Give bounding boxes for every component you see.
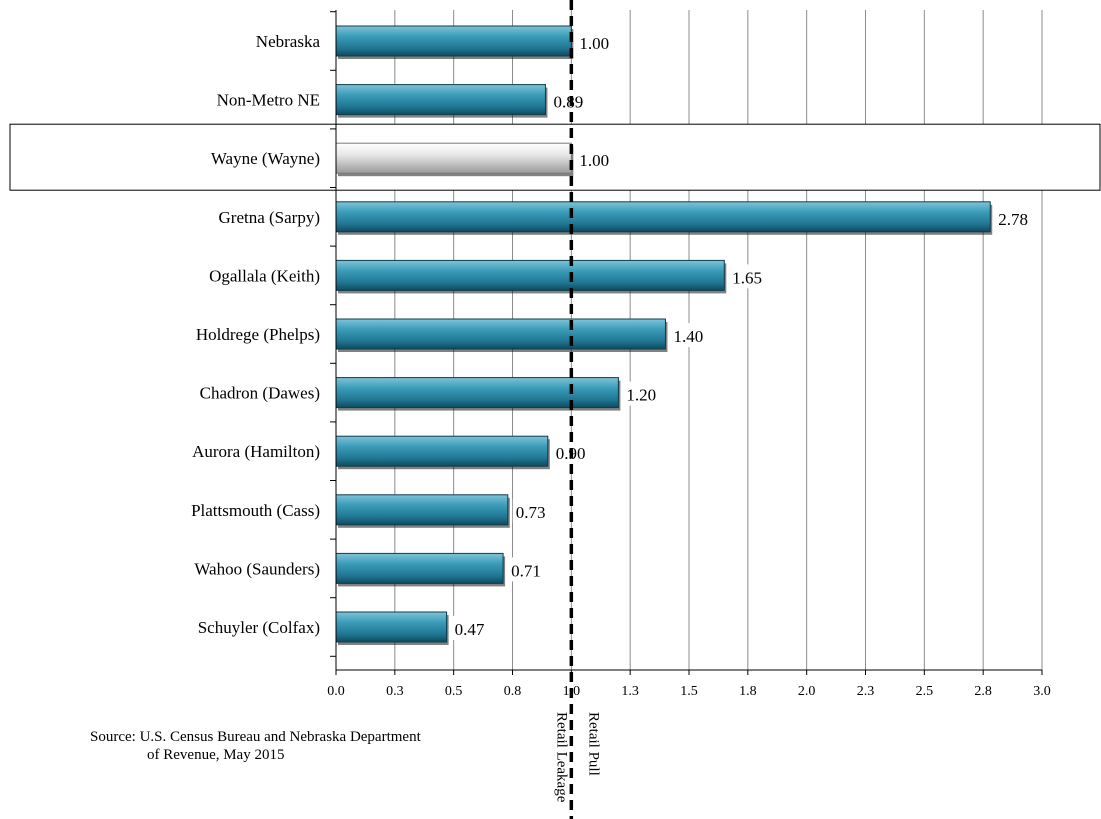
category-label: Holdrege (Phelps) xyxy=(196,325,320,344)
bar-non-metro-ne xyxy=(335,84,546,116)
category-label: Schuyler (Colfax) xyxy=(198,618,320,637)
category-label: Wahoo (Saunders) xyxy=(194,559,320,578)
x-tick-label: 0.3 xyxy=(386,684,404,699)
bar-wayne-wayne xyxy=(335,142,572,174)
x-tick-label: 0.8 xyxy=(504,684,522,699)
value-label: 1.20 xyxy=(626,386,656,405)
x-tick-label: 0.5 xyxy=(445,684,463,699)
x-tick-label: 0.0 xyxy=(327,684,345,699)
value-label: 1.00 xyxy=(579,151,609,170)
bar-nebraska xyxy=(335,25,572,57)
value-label: 2.78 xyxy=(998,210,1028,229)
value-label-bg xyxy=(552,440,595,465)
retail-leakage-label: Retail Leakage xyxy=(553,712,569,803)
source-note: Source: U.S. Census Bureau and Nebraska … xyxy=(90,728,510,764)
bar-schuyler-colfax xyxy=(335,611,448,643)
value-label: 0.47 xyxy=(455,620,485,639)
value-label: 0.73 xyxy=(516,503,546,522)
value-label: 0.89 xyxy=(553,93,583,112)
value-label: 0.71 xyxy=(511,561,541,580)
value-label: 1.00 xyxy=(579,34,609,53)
bar-chadron-dawes xyxy=(335,377,619,409)
source-line-1: Source: U.S. Census Bureau and Nebraska … xyxy=(90,729,421,745)
value-label-bg xyxy=(670,323,713,347)
bar-holdrege-phelps xyxy=(335,318,666,350)
retail-pull-label: Retail Pull xyxy=(585,712,601,776)
value-label-bg xyxy=(576,147,619,172)
x-tick-label: 1.0 xyxy=(563,684,581,699)
labels: Nebraska 1.00 Non-Metro NE 0.89 Wayne (Wayne… xyxy=(191,32,1051,803)
bar-wahoo-saunders xyxy=(335,552,504,584)
value-label: 1.65 xyxy=(732,268,762,287)
x-tick-label: 1.8 xyxy=(739,684,757,699)
value-label-bg xyxy=(512,498,555,523)
bar-plattsmouth-cass xyxy=(335,494,509,526)
category-label: Wayne (Wayne) xyxy=(211,149,320,168)
bars xyxy=(335,25,1038,645)
x-tick-label: 1.5 xyxy=(680,684,698,699)
category-label: Ogallala (Keith) xyxy=(209,266,320,285)
source-line-2: of Revenue, May 2015 xyxy=(147,747,285,763)
bar-aurora-hamilton xyxy=(335,435,549,467)
value-label: 1.40 xyxy=(673,327,703,346)
value-label: 0.90 xyxy=(556,444,586,463)
x-tick-label: 2.3 xyxy=(857,684,875,699)
value-label-bg xyxy=(451,616,494,640)
value-label-bg xyxy=(508,557,551,582)
value-label-bg xyxy=(995,205,1038,230)
category-label: Plattsmouth (Cass) xyxy=(191,501,320,520)
category-label: Nebraska xyxy=(256,32,321,51)
x-tick-label: 2.0 xyxy=(798,684,816,699)
value-label-bg xyxy=(623,381,666,406)
category-label: Gretna (Sarpy) xyxy=(219,208,321,227)
x-tick-label: 2.8 xyxy=(974,684,992,699)
value-label-bg xyxy=(576,30,619,54)
value-label-bg xyxy=(729,264,772,289)
bar-gretna-sarpy xyxy=(335,201,991,233)
category-label: Non-Metro NE xyxy=(217,91,320,110)
x-tick-label: 3.0 xyxy=(1033,684,1051,699)
bar-ogallala-keith xyxy=(335,259,725,291)
x-tick-label: 2.5 xyxy=(916,684,934,699)
axes xyxy=(330,10,1043,675)
category-label: Chadron (Dawes) xyxy=(200,384,320,403)
x-tick-label: 1.3 xyxy=(621,684,639,699)
category-label: Aurora (Hamilton) xyxy=(192,442,320,461)
